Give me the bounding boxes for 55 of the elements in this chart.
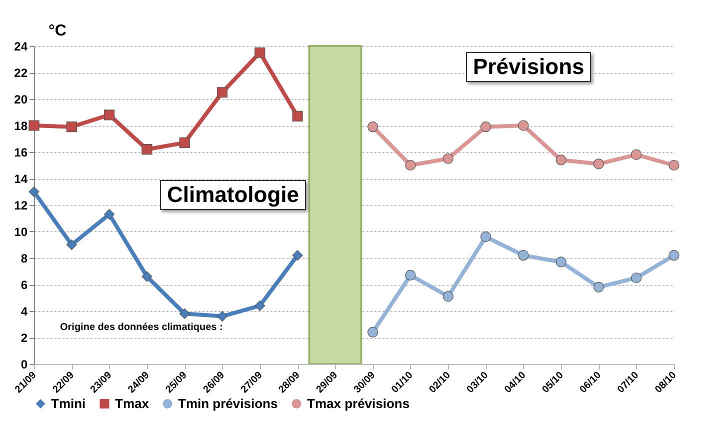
annotation: Climatologie [160,180,306,210]
point [104,110,115,120]
y-tick-label: 24 [14,40,28,54]
point [405,270,416,281]
point [668,250,680,261]
point [442,291,454,302]
point [142,271,152,282]
point [179,137,190,148]
y-tick-label: 6 [20,278,28,292]
point [66,122,77,132]
y-tick-label: 0 [20,358,28,372]
y-tick-label: 20 [14,92,28,106]
point [368,122,378,132]
point [631,149,642,160]
point [28,120,40,131]
point [368,326,378,338]
point [104,208,115,220]
point [556,154,566,166]
y-tick-label: 16 [14,146,28,160]
y-tick-label: 2 [20,331,28,345]
point [593,282,604,292]
point [480,122,492,132]
legend-label: Tmin prévisions [178,396,278,411]
point [142,144,152,155]
point [668,160,680,171]
point [593,158,604,170]
y-axis-title: °C [48,22,67,40]
y-tick-label: 22 [14,66,28,80]
point [179,308,190,319]
y-tick-label: 12 [14,198,28,212]
y-tick-label: 4 [20,304,28,318]
point [254,47,266,58]
y-tick-label: 8 [20,252,28,266]
point [556,256,566,268]
point [518,120,529,131]
point [442,153,454,164]
annotation: Prévisions [466,52,592,82]
point [216,311,228,322]
point [292,110,303,122]
point [28,186,40,198]
legend-label: Tmax [115,396,150,411]
point [66,239,77,250]
y-tick-label: 10 [14,225,28,239]
point [292,250,303,261]
y-tick-label: 14 [14,172,28,186]
point [216,87,228,98]
point [480,232,492,242]
point [405,160,416,171]
legend-label: Tmax prévisions [307,396,410,411]
y-tick-label: 18 [14,119,28,133]
point [518,250,529,261]
legend-label: Tmini [51,396,86,411]
annotation: Origine des données climatiques : [60,322,223,333]
point [631,272,642,284]
point [254,300,266,311]
